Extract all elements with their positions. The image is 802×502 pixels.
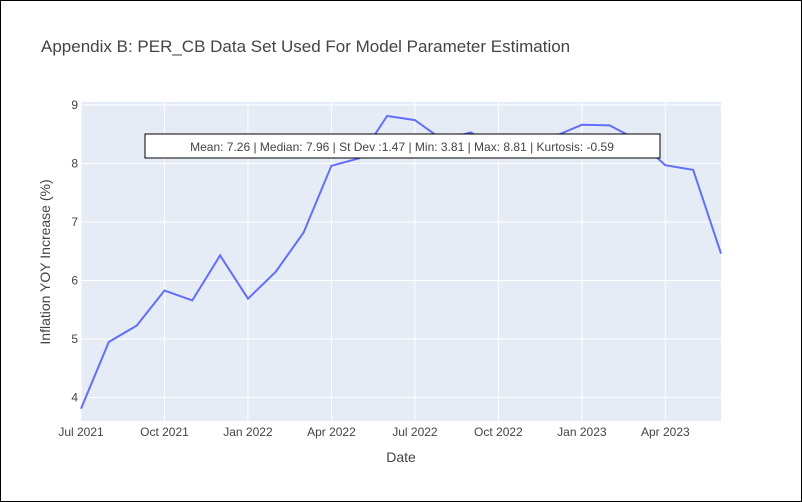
x-tick-label: Apr 2023	[641, 425, 690, 439]
y-axis-title: Inflation YOY Increase (%)	[37, 179, 53, 344]
stats-annotation-box	[144, 133, 661, 159]
x-tick-label: Oct 2022	[474, 425, 523, 439]
stats-annotation: Mean: 7.26 | Median: 7.96 | St Dev :1.47…	[144, 133, 661, 159]
x-tick-label: Oct 2021	[140, 425, 189, 439]
x-tick-labels: Jul 2021 Oct 2021 Jan 2022 Apr 2022 Jul 2022…	[58, 425, 690, 439]
x-tick-label: Apr 2022	[307, 425, 356, 439]
y-tick-label: 7	[71, 215, 78, 229]
y-tick-label: 8	[71, 156, 78, 170]
stats-annotation-text: Mean: 7.26 | Median: 7.96 | St Dev :1.47…	[190, 140, 614, 154]
series-line	[80, 114, 722, 410]
x-tick-label: Jan 2022	[223, 425, 273, 439]
x-tick-label: Jul 2021	[58, 425, 104, 439]
y-tick-labels: 4 5 6 7 8 9	[71, 98, 78, 405]
chart-title: Appendix B: PER_CB Data Set Used For Mod…	[41, 37, 570, 56]
y-tick-label: 5	[71, 332, 78, 346]
y-gridlines	[81, 104, 721, 399]
y-tick-label: 6	[71, 274, 78, 288]
x-tick-label: Jul 2022	[392, 425, 438, 439]
x-axis-title: Date	[386, 449, 416, 465]
x-tick-label: Jan 2023	[557, 425, 607, 439]
y-tick-label: 9	[71, 98, 78, 112]
y-tick-label: 4	[71, 391, 78, 405]
